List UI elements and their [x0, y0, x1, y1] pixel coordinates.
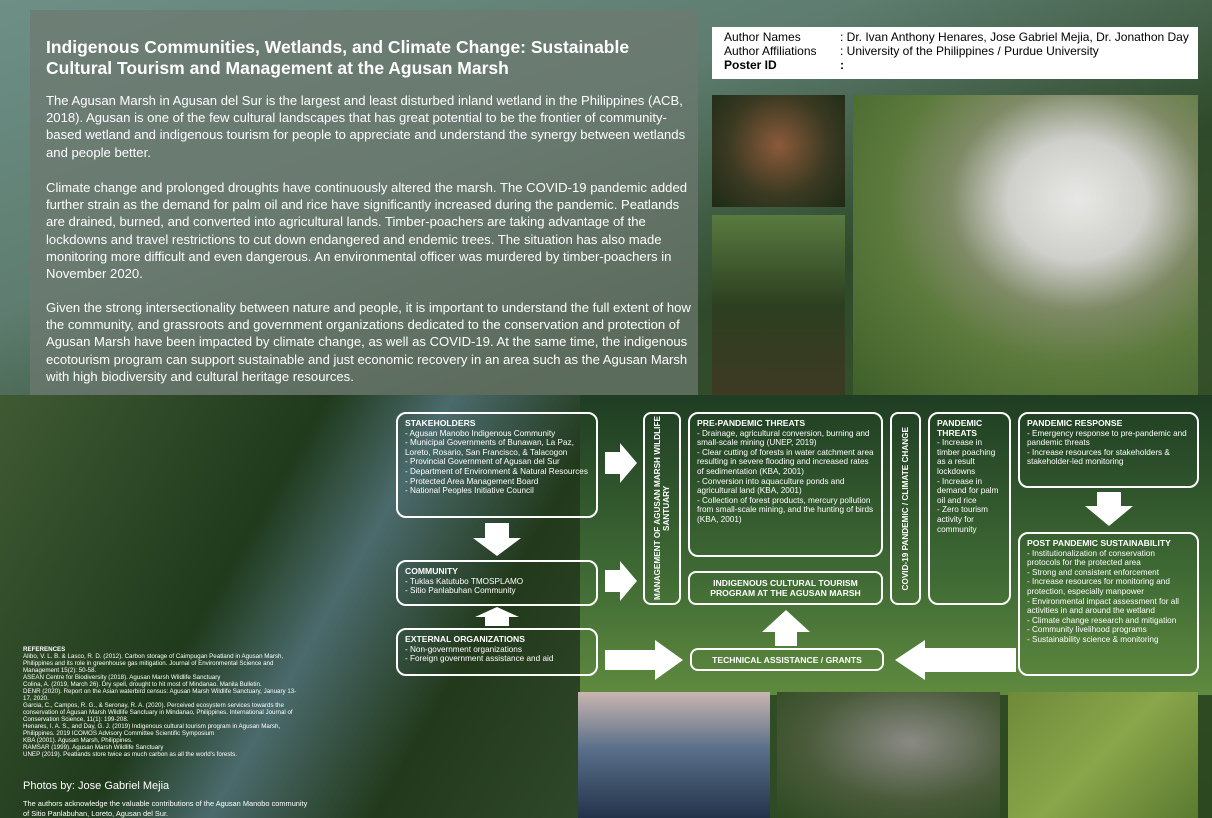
- reference-item: UNEP (2019). Peatlands store twice as mu…: [23, 751, 303, 758]
- arrow: [605, 561, 637, 601]
- references-title: REFERENCES: [23, 646, 303, 653]
- references-list: Alibo, V. L. B. & Lasco, R. D. (2012). C…: [23, 653, 303, 758]
- arrow: [762, 610, 810, 646]
- reference-item: RAMSAR (1999). Agusan Marsh Wildlife San…: [23, 744, 303, 751]
- reference-item: DENR (2020). Report on the Asian waterbi…: [23, 688, 303, 702]
- poster: Indigenous Communities, Wetlands, and Cl…: [0, 0, 1212, 818]
- arrow: [895, 640, 1016, 680]
- reference-item: ASEAN Centre for Biodiversity (2018). Ag…: [23, 674, 303, 681]
- reference-item: KBA (2001). Agusan Marsh, Philippines.: [23, 737, 303, 744]
- arrow: [605, 443, 637, 483]
- reference-item: Henares, I. A. S., and Day, G. J. (2019)…: [23, 723, 303, 737]
- arrow: [475, 607, 519, 626]
- references: REFERENCES Alibo, V. L. B. & Lasco, R. D…: [23, 646, 303, 758]
- acknowledgement: The authors acknowledge the valuable con…: [23, 799, 313, 818]
- arrow: [473, 523, 521, 556]
- reference-item: Colina, A. (2019, March 26). Dry spell, …: [23, 681, 303, 688]
- arrow: [1085, 492, 1133, 526]
- reference-item: Alibo, V. L. B. & Lasco, R. D. (2012). C…: [23, 653, 303, 674]
- photo-credit: Photos by: Jose Gabriel Mejia: [23, 780, 169, 792]
- arrow: [605, 640, 683, 680]
- reference-item: Garcia, C., Campos, R. G., & Seronay, R.…: [23, 702, 303, 723]
